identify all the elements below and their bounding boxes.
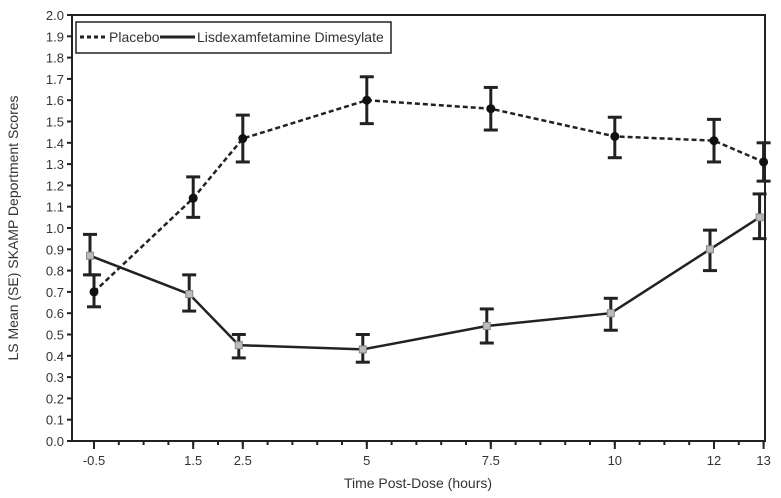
y-tick-label: 1.4 xyxy=(46,136,64,151)
y-tick-label: 1.8 xyxy=(46,51,64,66)
y-tick-label: 1.7 xyxy=(46,72,64,87)
legend-label-placebo: Placebo xyxy=(109,29,160,45)
x-tick-label: -0.5 xyxy=(83,453,105,468)
data-point-placebo xyxy=(362,95,372,105)
y-tick-label: 0.3 xyxy=(46,370,64,385)
y-tick-label: 0.9 xyxy=(46,242,64,257)
data-point-placebo xyxy=(238,134,248,144)
plot-frame xyxy=(71,14,766,442)
y-tick-label: 0.7 xyxy=(46,285,64,300)
x-tick-label: 2.5 xyxy=(234,453,252,468)
y-tick-label: 0.8 xyxy=(46,264,64,279)
y-tick-label: 0.2 xyxy=(46,391,64,406)
x-tick-label: 5 xyxy=(363,453,370,468)
data-point-placebo xyxy=(759,157,769,167)
x-tick-label: 7.5 xyxy=(482,453,500,468)
y-tick-label: 1.2 xyxy=(46,178,64,193)
series-line-lisdexamfetamine xyxy=(89,216,761,351)
data-point-lisdexamfetamine xyxy=(755,213,764,222)
y-tick-label: 1.0 xyxy=(46,221,64,236)
y-tick-label: 2.0 xyxy=(46,8,64,23)
data-point-lisdexamfetamine xyxy=(234,341,243,350)
data-point-lisdexamfetamine xyxy=(606,309,615,318)
y-tick-label: 1.6 xyxy=(46,93,64,108)
data-point-placebo xyxy=(709,136,719,146)
y-tick-label: 1.3 xyxy=(46,157,64,172)
data-point-placebo xyxy=(486,104,496,114)
y-tick-label: 0.6 xyxy=(46,306,64,321)
x-tick-label: 10 xyxy=(608,453,622,468)
x-tick-label: 13 xyxy=(756,453,770,468)
y-tick-label: 0.1 xyxy=(46,413,64,428)
legend: Placebo Lisdexamfetamine Dimesylate xyxy=(75,21,392,54)
data-point-lisdexamfetamine xyxy=(185,290,194,299)
data-point-placebo xyxy=(188,193,198,203)
y-axis-label: LS Mean (SE) SKAMP Deportment Scores xyxy=(5,95,21,360)
x-tick-label: 12 xyxy=(707,453,721,468)
data-point-lisdexamfetamine xyxy=(86,251,94,260)
data-point-placebo xyxy=(89,287,99,297)
y-tick-label: 1.5 xyxy=(46,115,64,130)
data-point-lisdexamfetamine xyxy=(706,245,714,254)
data-point-lisdexamfetamine xyxy=(358,345,367,354)
x-axis-label: Time Post-Dose (hours) xyxy=(344,475,492,491)
y-tick-label: 0.4 xyxy=(46,349,64,364)
data-point-lisdexamfetamine xyxy=(482,321,491,330)
y-tick-label: 1.9 xyxy=(46,29,64,44)
x-tick-label: 1.5 xyxy=(184,453,202,468)
y-tick-label: 0.0 xyxy=(46,434,64,449)
data-point-placebo xyxy=(610,131,620,141)
y-tick-label: 1.1 xyxy=(46,200,64,215)
legend-box xyxy=(75,21,392,54)
y-tick-label: 0.5 xyxy=(46,328,64,343)
legend-label-lisdexamfetamine: Lisdexamfetamine Dimesylate xyxy=(197,29,384,45)
